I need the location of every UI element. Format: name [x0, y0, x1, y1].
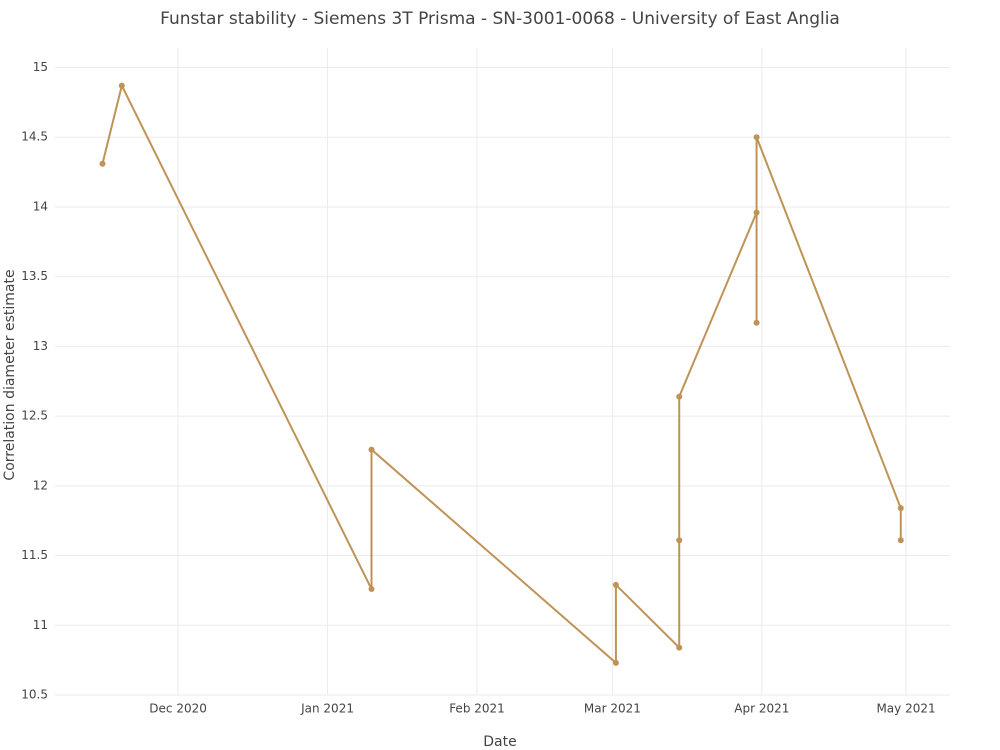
data-point [676, 644, 683, 651]
data-point [612, 581, 619, 588]
data-point [753, 319, 760, 326]
x-axis-title: Date [483, 734, 516, 750]
y-tick-label: 14 [33, 199, 48, 213]
y-tick-label: 13 [33, 339, 48, 353]
y-tick-label: 12 [33, 478, 48, 492]
y-tick-label: 14.5 [21, 130, 48, 144]
y-tick-label: 10.5 [21, 688, 48, 702]
y-axis-title: Correlation diameter estimate [2, 269, 18, 480]
data-point [753, 209, 760, 216]
data-point [368, 586, 375, 593]
x-tick-label: Apr 2021 [734, 702, 789, 716]
chart-title: Funstar stability - Siemens 3T Prisma - … [160, 9, 840, 29]
data-point [368, 446, 375, 453]
x-tick-label: Jan 2021 [300, 702, 354, 716]
data-point [676, 393, 683, 400]
x-tick-label: May 2021 [876, 702, 935, 716]
data-point [612, 659, 619, 666]
data-point [753, 134, 760, 141]
y-tick-label: 12.5 [21, 409, 48, 423]
y-tick-label: 13.5 [21, 269, 48, 283]
series-line [101, 82, 902, 666]
data-point [676, 537, 683, 544]
data-point [897, 505, 904, 512]
x-tick-label: Feb 2021 [449, 702, 505, 716]
data-point [99, 160, 106, 167]
y-tick-label: 11 [33, 618, 48, 632]
data-point [897, 537, 904, 544]
y-tick-label: 15 [33, 60, 48, 74]
x-tick-label: Mar 2021 [584, 702, 641, 716]
x-tick-label: Dec 2020 [149, 702, 207, 716]
y-tick-label: 11.5 [21, 548, 48, 562]
data-point [118, 82, 125, 89]
